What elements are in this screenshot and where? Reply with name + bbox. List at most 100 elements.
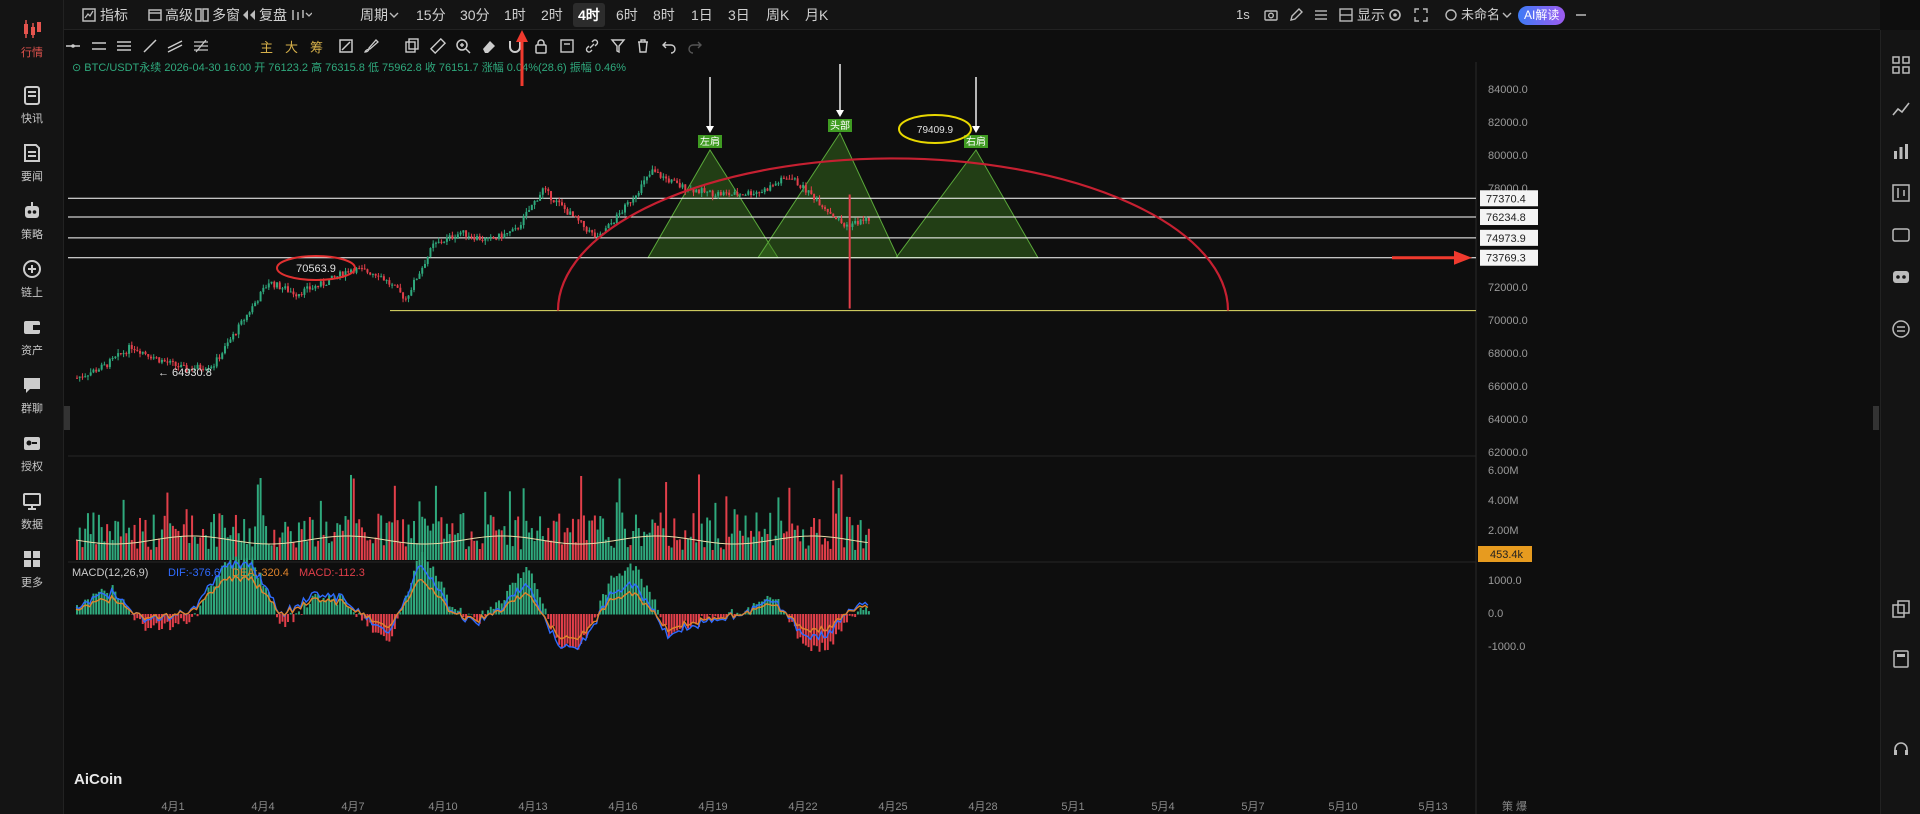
interval-1d[interactable]: 1日 xyxy=(691,7,713,23)
swap-icon[interactable] xyxy=(1892,320,1910,338)
interval-1h[interactable]: 1时 xyxy=(504,7,526,23)
macd-histogram-bar xyxy=(624,570,626,615)
sidebar-item-market[interactable]: 行情 xyxy=(0,8,64,72)
candle-body xyxy=(714,195,717,197)
volume-bar xyxy=(360,527,363,560)
lock-icon[interactable] xyxy=(533,38,549,54)
sidebar-item-more[interactable]: 更多 xyxy=(0,538,64,602)
redo-icon[interactable] xyxy=(687,38,703,54)
fib-icon[interactable] xyxy=(193,38,209,54)
macd-histogram-bar xyxy=(330,599,333,615)
macd-histogram-bar xyxy=(377,614,380,633)
volume-bar xyxy=(813,518,816,560)
volume-bar xyxy=(821,544,824,560)
interval-week[interactable]: 周K xyxy=(766,7,790,23)
interval-3d[interactable]: 3日 xyxy=(728,7,750,23)
volume-bar xyxy=(725,496,728,560)
sidebar-item-chat[interactable]: 群聊 xyxy=(0,364,64,428)
interval-2h[interactable]: 2时 xyxy=(541,7,563,23)
volume-bar xyxy=(530,528,533,560)
interval-4h[interactable]: 4时 xyxy=(573,3,605,27)
multi-window-button[interactable]: 多窗 xyxy=(212,7,240,23)
chart-area[interactable]: 左肩 头部 右肩 79409.9 70563.9 ← 64930.8 84000.0 820… xyxy=(68,62,1880,814)
chart-style-icon[interactable] xyxy=(290,8,312,22)
h-ray-icon[interactable] xyxy=(91,38,107,54)
copy-icon[interactable] xyxy=(404,38,420,54)
main-force-tool[interactable]: 主 xyxy=(260,40,274,55)
macd-histogram-bar xyxy=(289,612,292,615)
filter-icon[interactable] xyxy=(610,38,626,54)
sidebar-item-news[interactable]: 要闻 xyxy=(0,132,64,196)
candles-panel-icon[interactable] xyxy=(1892,184,1910,202)
macd-histogram-bar xyxy=(111,585,114,615)
headset-icon[interactable] xyxy=(1892,740,1910,758)
macd-tick-label: 0.0 xyxy=(1488,608,1503,620)
ai-analysis-button[interactable]: AI解读 xyxy=(1518,6,1566,25)
eraser-icon[interactable] xyxy=(481,38,497,54)
template-icon[interactable] xyxy=(559,38,575,54)
volume-bar xyxy=(202,528,205,560)
refresh-rate[interactable]: 1s xyxy=(1236,7,1250,22)
interval-15m[interactable]: 15分 xyxy=(416,7,446,23)
collapse-left-handle[interactable] xyxy=(64,406,70,430)
bar-chart-icon[interactable] xyxy=(1892,142,1910,160)
macd-histogram-bar xyxy=(213,586,215,615)
candle-body xyxy=(341,271,344,277)
volume-bar xyxy=(854,549,857,560)
link-icon[interactable] xyxy=(584,38,600,54)
ruler-icon[interactable] xyxy=(430,38,446,54)
sidebar-item-auth[interactable]: 授权 xyxy=(0,422,64,486)
layout-name-dropdown[interactable]: 未命名 xyxy=(1461,7,1501,22)
interval-month[interactable]: 月K xyxy=(805,7,829,23)
pattern-icon[interactable] xyxy=(338,38,354,54)
copy-layout-icon[interactable] xyxy=(1892,600,1910,618)
interval-8h[interactable]: 8时 xyxy=(653,7,675,23)
macd-histogram-bar xyxy=(481,610,484,615)
level-tag xyxy=(1480,249,1538,266)
fullscreen-icon[interactable] xyxy=(1414,8,1428,22)
macd-histogram-bar xyxy=(325,600,328,615)
trend-line-icon[interactable] xyxy=(142,38,158,54)
magnet-icon[interactable] xyxy=(507,38,523,54)
brush-icon[interactable] xyxy=(363,38,379,54)
display-button[interactable]: 显示 xyxy=(1357,7,1385,23)
pencil-icon[interactable] xyxy=(1289,8,1303,22)
sidebar-item-strategy[interactable]: 策略 xyxy=(0,190,64,254)
replay-button[interactable]: 复盘 xyxy=(259,7,287,23)
advanced-button[interactable]: 高级 xyxy=(165,7,193,23)
macd-histogram-bar xyxy=(591,614,594,624)
volume-bar xyxy=(330,541,333,560)
sidebar-item-data[interactable]: 数据 xyxy=(0,480,64,544)
minimize-icon[interactable] xyxy=(1574,8,1588,22)
sidebar-item-assets[interactable]: 资产 xyxy=(0,306,64,370)
collapse-right-handle[interactable] xyxy=(1873,406,1879,430)
btp-icon[interactable] xyxy=(1892,226,1910,244)
trend-chart-icon[interactable] xyxy=(1892,100,1910,118)
chip-tool[interactable]: 筹 xyxy=(310,40,324,55)
interval-6h[interactable]: 6时 xyxy=(616,7,638,23)
sidebar-item-flash[interactable]: 快讯 xyxy=(0,74,64,138)
sidebar-item-onchain[interactable]: 链上 xyxy=(0,248,64,312)
interval-30m[interactable]: 30分 xyxy=(460,7,490,23)
channel-icon[interactable] xyxy=(167,38,183,54)
bot-icon[interactable] xyxy=(1892,268,1910,286)
candle-body xyxy=(366,269,369,273)
candle-body xyxy=(741,194,744,196)
trash-icon[interactable] xyxy=(635,38,651,54)
parallel-lines-icon[interactable] xyxy=(116,38,132,54)
macd-histogram-bar xyxy=(865,607,868,615)
gear-icon[interactable] xyxy=(1388,8,1402,22)
period-dropdown[interactable]: 周期 xyxy=(360,7,388,23)
indicators-button[interactable]: 指标 xyxy=(100,7,128,23)
horizontal-line-icon[interactable] xyxy=(65,38,81,54)
volume-bar xyxy=(380,515,383,560)
macd-histogram-bar xyxy=(755,604,758,615)
list-icon[interactable] xyxy=(1314,8,1328,22)
calculator-icon[interactable] xyxy=(1892,650,1910,668)
large-order-tool[interactable]: 大 xyxy=(285,40,299,55)
camera-icon[interactable] xyxy=(1264,8,1278,22)
volume-bar xyxy=(347,519,350,560)
grid-apps-icon[interactable] xyxy=(1892,56,1910,74)
zoom-icon[interactable] xyxy=(455,38,471,54)
undo-icon[interactable] xyxy=(661,38,677,54)
